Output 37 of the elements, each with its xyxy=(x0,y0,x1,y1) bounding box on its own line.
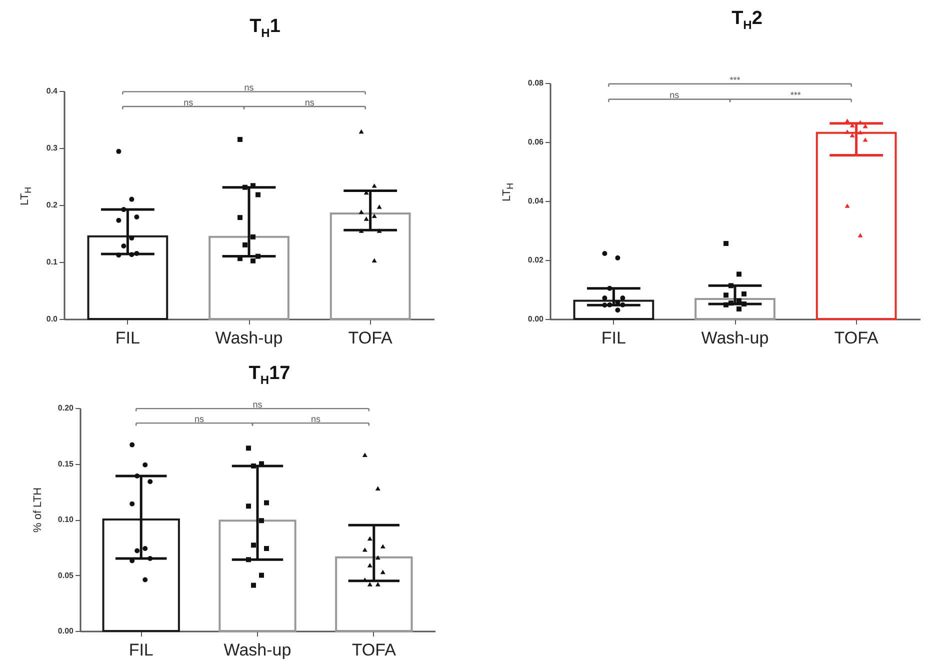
chart-title: T$_{H}$1 xyxy=(248,16,282,40)
y-tick-label: 0.15 xyxy=(58,459,74,468)
y-tick-label: 0.1 xyxy=(46,258,58,266)
y-tick-label: 0.08 xyxy=(528,78,544,88)
y-tick-label: 0.05 xyxy=(58,570,74,580)
annotation: ns xyxy=(670,90,680,100)
y-tick-label: 0.3 xyxy=(46,144,58,152)
y-tick-label: 0.20 xyxy=(58,404,74,412)
y-tick-label: 0.00 xyxy=(58,626,74,636)
x-tick-label: FIL xyxy=(601,328,626,348)
y-tick-label: 0.0 xyxy=(46,314,58,324)
annotation: ns xyxy=(194,414,205,424)
y-tick-label: 0.04 xyxy=(528,196,544,206)
x-tick-label: Wash-up xyxy=(224,640,292,660)
chart-title: T$_{H}$17 xyxy=(248,363,292,387)
x-tick-label: TOFA xyxy=(352,640,397,660)
annotation: *** xyxy=(790,90,802,100)
annotation: ns xyxy=(184,98,194,108)
annotation: ns xyxy=(252,400,263,410)
annotation: ns xyxy=(244,82,254,93)
y-tick-label: 0.4 xyxy=(46,86,58,96)
chart-title: T$_{H}$2 xyxy=(730,8,764,32)
x-tick-label: TOFA xyxy=(834,328,880,348)
annotation: ns xyxy=(304,98,315,108)
x-tick-label: FIL xyxy=(115,328,140,348)
x-tick-label: FIL xyxy=(128,640,154,660)
y-tick-label: 0.02 xyxy=(528,256,544,264)
annotation: *** xyxy=(730,74,741,85)
x-tick-label: Wash-up xyxy=(701,328,769,348)
annotation: ns xyxy=(310,414,321,424)
y-tick-label: 0.10 xyxy=(58,515,74,524)
y-tick-label: 0.06 xyxy=(528,138,544,146)
y-tick-label: 0.2 xyxy=(46,200,58,210)
y-tick-label: 0.00 xyxy=(528,314,544,324)
x-tick-label: Wash-up xyxy=(215,328,283,348)
y-axis-title: % of LTH xyxy=(32,486,44,534)
x-tick-label: TOFA xyxy=(348,328,394,348)
